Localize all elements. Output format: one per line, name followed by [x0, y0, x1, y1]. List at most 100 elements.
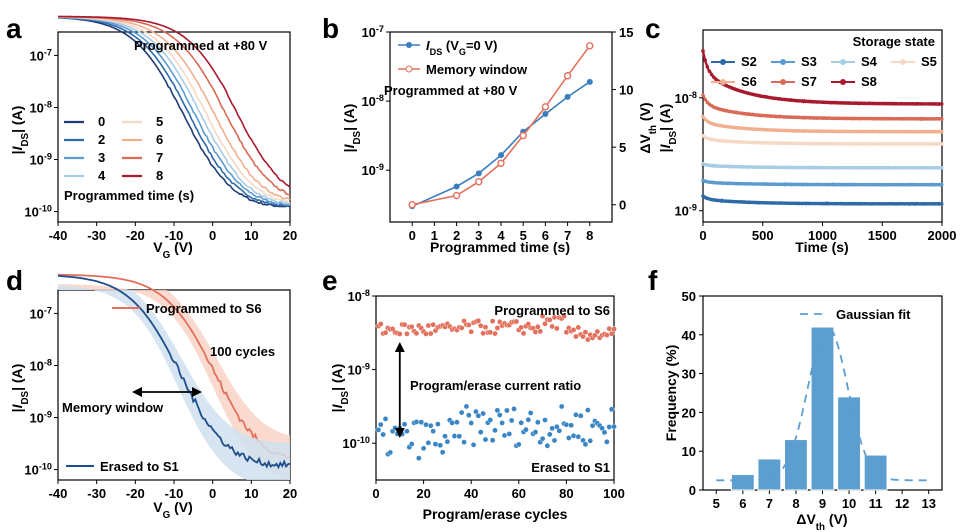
legend-title: Programmed time (s)	[64, 188, 194, 203]
data-point-1	[435, 421, 441, 427]
data-point-0	[570, 327, 577, 333]
data-point-memory-window	[497, 159, 505, 167]
y-tick-label: 10-7	[361, 24, 384, 40]
y-axis-label: |IDS| (A)	[341, 104, 363, 153]
data-point-0	[608, 330, 615, 337]
x-tick-label: 8	[792, 496, 799, 511]
data-point-1	[599, 425, 605, 432]
legend-label: 3	[98, 150, 105, 165]
data-point-1	[546, 431, 553, 438]
legend-label-erased: Erased to S1	[531, 460, 610, 475]
data-point-memory-window	[519, 131, 527, 140]
data-point-1	[563, 421, 570, 428]
data-point-1	[582, 441, 589, 448]
data-point-1	[475, 412, 482, 419]
data-point-0	[482, 324, 489, 330]
data-point-0	[585, 336, 591, 343]
x-tick-label: 9	[819, 496, 826, 511]
data-point-1	[494, 407, 501, 414]
x-axis-label: Program/erase cycles	[423, 506, 568, 522]
x-tick-label: -10	[165, 486, 184, 501]
data-point-0	[575, 324, 582, 331]
data-point-1	[408, 441, 415, 447]
data-point-0	[554, 325, 560, 332]
legend-label: 8	[156, 168, 163, 183]
x-tick-label: -40	[49, 486, 68, 501]
x-tick-label: -30	[87, 228, 106, 243]
data-point-0	[487, 329, 494, 336]
x-tick-label: 60	[512, 486, 526, 501]
data-point-1	[518, 419, 524, 426]
data-point-0	[539, 313, 546, 319]
data-point-ids	[586, 78, 593, 85]
x-tick-label: 20	[283, 486, 297, 501]
gaussian-fit-line	[716, 326, 928, 482]
data-point-0	[492, 330, 498, 337]
data-point-1	[480, 410, 486, 417]
y-tick-label: 10-8	[29, 99, 52, 115]
data-point-0	[580, 333, 586, 340]
x-tick-label: 7	[564, 228, 571, 243]
data-point-1	[587, 438, 594, 444]
data-point-1	[430, 428, 436, 435]
legend-marker	[720, 59, 726, 65]
y-axis-label: |IDS| (A)	[657, 104, 679, 153]
legend-label: 0	[98, 114, 105, 129]
x-tick-label: 20	[416, 486, 430, 501]
data-point-0	[537, 328, 544, 335]
y-tick-label: 10-8	[29, 357, 52, 373]
data-point-1	[544, 442, 551, 449]
x-tick-label: 0	[409, 228, 416, 243]
data-point-1	[425, 440, 432, 446]
data-point-1	[470, 441, 477, 448]
data-point-S7	[703, 97, 707, 102]
x-tick-label: -30	[87, 486, 106, 501]
data-point-S8	[709, 72, 714, 77]
data-point-S6	[701, 114, 705, 119]
data-point-0	[475, 317, 482, 324]
data-point-0	[549, 323, 555, 330]
legend-label: S4	[861, 54, 878, 69]
panel-label-e: e	[322, 265, 338, 296]
data-point-S7	[701, 93, 705, 98]
data-point-1	[535, 419, 541, 426]
data-point-1	[508, 417, 515, 424]
x-tick-label: 12	[895, 496, 909, 511]
arrow-head	[192, 387, 202, 397]
legend-marker	[720, 79, 726, 85]
panel-label-d: d	[6, 265, 23, 296]
data-point-S8	[707, 69, 712, 74]
data-point-0	[466, 322, 472, 328]
series-line-S8	[701, 50, 942, 107]
data-point-1	[413, 419, 420, 425]
data-point-1	[468, 420, 475, 426]
series-line-memory-window	[412, 45, 591, 206]
series-line-S7	[701, 94, 943, 122]
y-axis-label: Frequency (%)	[663, 345, 679, 441]
y-axis-label: |IDS| (A)	[329, 364, 351, 413]
data-point-1	[549, 425, 555, 432]
x-tick-label: 7	[766, 496, 773, 511]
data-point-0	[425, 322, 432, 329]
data-point-ids	[498, 152, 504, 159]
data-point-1	[496, 412, 503, 418]
data-point-1	[585, 407, 591, 413]
panel-d: -40 -30 -20 -10 0 10 20 10-10 10-9 10-8 10-7 Progra…	[9, 273, 297, 521]
data-point-memory-window	[452, 191, 461, 200]
data-point-0	[489, 318, 496, 324]
y-tick-label: 10-7	[29, 47, 52, 63]
data-point-0	[513, 318, 520, 325]
x-tick-label: 80	[559, 486, 573, 501]
legend-label: Programmed to S6	[146, 301, 262, 316]
panel-f: 0 10 20 30 40 50 5 6 7 8 9 10 11 12 13 Gaussian fit ΔVth…	[663, 289, 943, 532]
plot-frame	[702, 29, 943, 223]
data-point-S8	[939, 102, 944, 106]
x-axis-label: VG (V)	[153, 239, 193, 261]
data-point-1	[458, 409, 465, 416]
x-tick-label: 1	[431, 228, 438, 243]
data-point-1	[525, 416, 532, 423]
legend-marker	[840, 79, 846, 85]
data-point-memory-window	[408, 201, 416, 209]
data-point-1	[501, 432, 508, 439]
